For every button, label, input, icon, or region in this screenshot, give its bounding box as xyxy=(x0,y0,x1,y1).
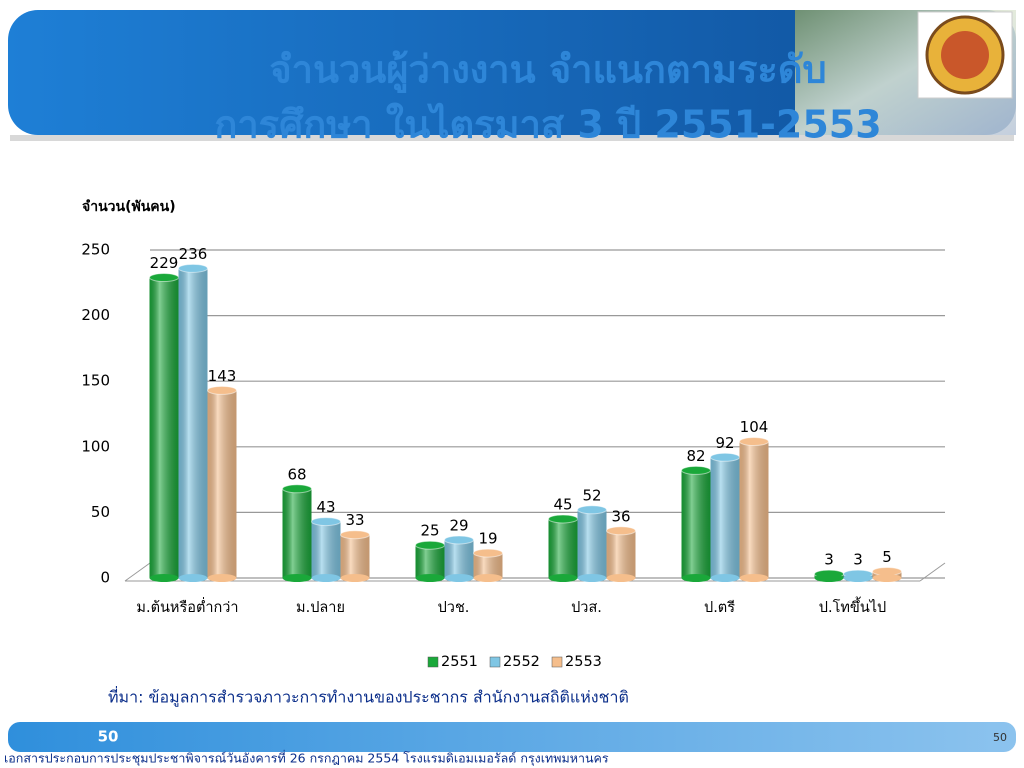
bar-base xyxy=(814,574,844,582)
y-tick-label: 100 xyxy=(81,437,110,455)
bar-base xyxy=(577,574,607,582)
bar-base xyxy=(843,574,873,582)
bar-cap xyxy=(311,517,341,527)
bar-cap xyxy=(415,540,445,550)
bar-cap xyxy=(473,548,503,558)
bar-cap xyxy=(606,526,636,536)
bar-base xyxy=(710,574,740,582)
data-label: 3 xyxy=(853,551,863,569)
page-number: 50 xyxy=(993,731,1007,744)
data-label: 25 xyxy=(420,522,439,540)
bar-shading xyxy=(149,277,179,578)
title-line: การศึกษา ในไตรมาส 3 ปี 2551-2553 xyxy=(214,103,881,147)
bar-base xyxy=(178,574,208,582)
legend-swatch xyxy=(427,656,439,668)
bar-base xyxy=(872,574,902,582)
legend-label: 2552 xyxy=(503,654,540,670)
bar-cap xyxy=(178,263,208,273)
bar-cap xyxy=(282,484,312,494)
bar-shading xyxy=(606,530,636,578)
bar-base xyxy=(415,574,445,582)
bar-cap xyxy=(548,514,578,524)
x-tick-label: ป.โทขึ้นไป xyxy=(819,596,886,616)
y-tick-label: 250 xyxy=(81,241,110,259)
y-tick-label: 0 xyxy=(100,569,110,587)
y-tick-label: 50 xyxy=(91,503,110,521)
bar-cap xyxy=(340,530,370,540)
legend-label: 2553 xyxy=(565,654,602,670)
data-label: 19 xyxy=(478,530,497,548)
bar-base xyxy=(681,574,711,582)
logo-inner xyxy=(941,31,989,79)
source-note: ที่มา: ข้อมูลการสำรวจภาวะการทำงานของประช… xyxy=(108,686,629,708)
bar-cap xyxy=(444,535,474,545)
bar-base xyxy=(444,574,474,582)
bar-cap xyxy=(207,385,237,395)
y-axis-label: จำนวน(พันคน) xyxy=(82,199,176,215)
bar-base xyxy=(340,574,370,582)
data-label: 82 xyxy=(686,447,705,465)
bar-base xyxy=(548,574,578,582)
bar-cap xyxy=(739,437,769,447)
header-shadow xyxy=(10,135,1014,141)
data-label: 104 xyxy=(740,418,769,436)
axis-line xyxy=(124,562,151,582)
data-label: 43 xyxy=(316,498,335,516)
data-label: 143 xyxy=(208,367,237,385)
bar-base xyxy=(207,574,237,582)
bar-shading xyxy=(548,518,578,578)
header-band xyxy=(8,10,1016,135)
bar-cap xyxy=(681,465,711,475)
bar-shading xyxy=(710,457,740,578)
bar-shading xyxy=(207,390,237,578)
slide-number: 50 xyxy=(98,728,119,746)
bar-cap xyxy=(577,505,607,515)
legend-label: 2551 xyxy=(441,654,478,670)
x-tick-label: ปวช. xyxy=(438,600,470,616)
data-label: 45 xyxy=(553,495,572,513)
data-label: 52 xyxy=(582,486,601,504)
x-tick-label: ปวส. xyxy=(571,600,602,616)
data-label: 29 xyxy=(449,516,468,534)
bar-base xyxy=(149,574,179,582)
bar-base xyxy=(282,574,312,582)
data-label: 236 xyxy=(179,245,208,263)
title-line: จำนวนผู้ว่างงาน จำแนกตามระดับ xyxy=(269,48,826,94)
bar-shading xyxy=(739,441,769,578)
legend-swatch xyxy=(489,656,501,668)
bar-base xyxy=(606,574,636,582)
bar-base xyxy=(473,574,503,582)
data-label: 3 xyxy=(824,551,834,569)
legend-swatch xyxy=(551,656,563,668)
footer-band xyxy=(8,722,1016,752)
bar-cap xyxy=(149,273,179,283)
bar-shading xyxy=(681,470,711,578)
data-label: 229 xyxy=(150,254,179,272)
y-tick-label: 200 xyxy=(81,306,110,324)
y-tick-label: 150 xyxy=(81,372,110,390)
data-label: 92 xyxy=(715,434,734,452)
bar-shading xyxy=(444,539,474,578)
footer-text: เอกสารประกอบการประชุมประชาพิจารณ์วันอังค… xyxy=(4,750,609,767)
bar-shading xyxy=(311,521,341,578)
data-label: 36 xyxy=(611,507,630,525)
axis-line xyxy=(919,562,946,582)
x-tick-label: ม.ต้นหรือต่ำกว่า xyxy=(136,597,238,616)
bar-shading xyxy=(340,534,370,578)
bar-shading xyxy=(415,545,445,578)
bar-cap xyxy=(710,452,740,462)
data-label: 33 xyxy=(345,511,364,529)
bar-base xyxy=(311,574,341,582)
x-tick-label: ม.ปลาย xyxy=(296,600,345,616)
x-tick-label: ป.ตรี xyxy=(704,599,735,616)
bar-shading xyxy=(178,268,208,578)
data-label: 5 xyxy=(882,548,892,566)
bar-shading xyxy=(282,488,312,578)
bar-shading xyxy=(577,509,607,578)
bar-base xyxy=(739,574,769,582)
data-label: 68 xyxy=(287,465,306,483)
